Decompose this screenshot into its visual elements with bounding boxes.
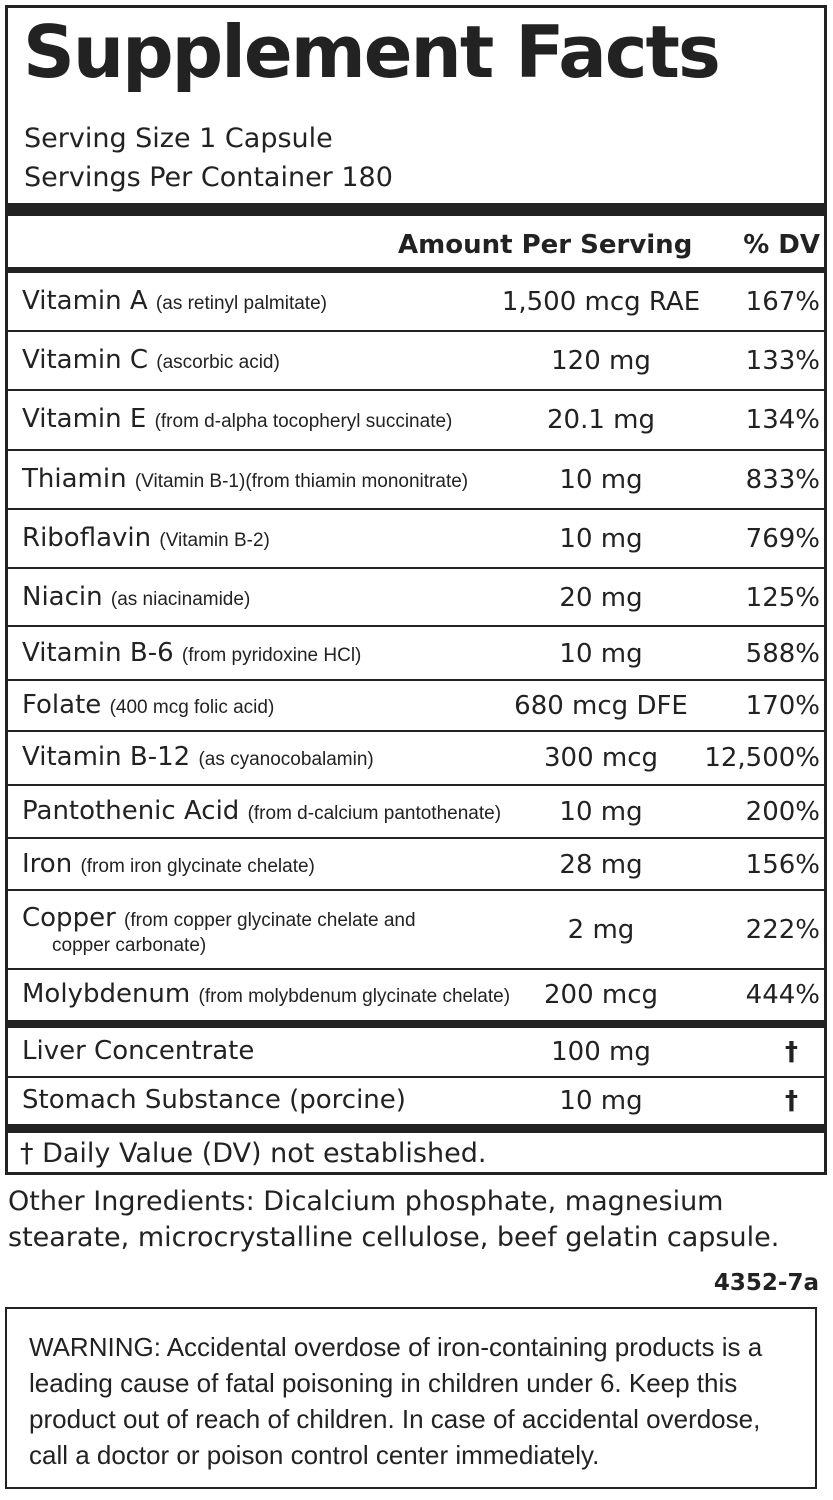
nutrient-name: Vitamin E (from d-alpha tocopheryl succi… [22,404,453,435]
warning-text: WARNING: Accidental overdose of iron-con… [29,1332,763,1470]
row-divider [8,837,824,839]
nutrient-row: Vitamin C (ascorbic acid) 120 mg 133% [8,332,824,389]
nutrient-amount: 10 mg [559,796,643,827]
nutrient-name: Liver Concentrate [22,1036,255,1067]
nutrient-dv: 156% [745,849,820,880]
nutrient-dv: 769% [745,523,820,554]
nutrient-amount: 680 mcg DFE [514,691,688,721]
nutrient-amount: 28 mg [559,849,643,880]
nutrient-amount: 20.1 mg [547,405,655,435]
nutrient-amount: 1,500 mcg RAE [501,287,701,317]
supplement-facts-panel: Supplement Facts Serving Size 1 Capsule … [5,5,827,1175]
nutrient-name: Vitamin B-6 (from pyridoxine HCl) [22,637,362,668]
nutrient-row: Niacin (as niacinamide) 20 mg 125% [8,569,824,626]
nutrient-dv: 588% [745,638,820,669]
nutrient-name: Vitamin B-12 (as cyanocobalamin) [22,742,374,773]
row-divider [8,1076,824,1078]
nutrient-name: Stomach Substance (porcine) [22,1085,406,1116]
serving-size: Serving Size 1 Capsule [24,123,333,154]
row-divider [8,330,824,332]
nutrient-row: Vitamin A (as retinyl palmitate) 1,500 m… [8,273,824,331]
nutrient-dv: 125% [745,582,820,613]
nutrient-dv: 833% [745,465,820,495]
nutrient-amount: 10 mg [559,523,643,554]
other-nutrient-row: Stomach Substance (porcine) 10 mg † [8,1078,824,1124]
nutrient-name: Niacin (as niacinamide) [22,581,251,612]
nutrient-amount: 200 mcg [543,980,659,1010]
nutrient-dv: 12,500% [704,743,820,773]
warning-box: WARNING: Accidental overdose of iron-con… [5,1307,817,1489]
nutrient-name: Copper (from copper glycinate chelate an… [22,902,416,956]
row-divider [8,567,824,569]
other-nutrient-row: Liver Concentrate 100 mg † [8,1028,824,1076]
nutrient-row: Riboflavin (Vitamin B-2) 10 mg 769% [8,510,824,567]
nutrient-row: Molybdenum (from molybdenum glycinate ch… [8,970,824,1020]
nutrient-dv: † [785,1037,798,1067]
row-divider [8,968,824,970]
nutrient-amount: 2 mg [567,914,635,945]
nutrient-amount: 10 mg [559,1086,643,1116]
nutrient-name: Iron (from iron glycinate chelate) [22,848,315,879]
nutrient-name: Molybdenum (from molybdenum glycinate ch… [22,979,511,1010]
thick-divider-top [8,203,824,216]
nutrient-dv: 444% [745,980,820,1010]
nutrient-dv: 170% [745,691,820,721]
nutrient-amount: 10 mg [559,465,643,495]
nutrient-row: Copper (from copper glycinate chelate an… [8,891,824,968]
nutrient-row: Folate (400 mcg folic acid) 680 mcg DFE … [8,681,824,731]
nutrient-dv: 167% [745,287,820,317]
panel-title: Supplement Facts [23,10,721,94]
nutrient-name: Riboflavin (Vitamin B-2) [22,522,270,553]
nutrient-row: Thiamin (Vitamin B-1)(from thiamin monon… [8,451,824,509]
nutrient-amount: 100 mg [551,1037,651,1067]
row-divider [8,625,824,627]
row-divider [8,889,824,891]
dv-header: % DV [743,230,820,260]
nutrient-row: Vitamin B-12 (as cyanocobalamin) 300 mcg… [8,732,824,784]
row-divider [8,449,824,451]
nutrient-row: Vitamin E (from d-alpha tocopheryl succi… [8,391,824,449]
nutrient-dv: 134% [745,405,820,435]
row-divider [8,730,824,732]
nutrient-row: Vitamin B-6 (from pyridoxine HCl) 10 mg … [8,627,824,680]
nutrient-dv: 222% [745,914,820,945]
nutrient-name: Vitamin A (as retinyl palmitate) [22,286,327,317]
nutrient-amount: 300 mcg [543,743,659,773]
servings-per-container: Servings Per Container 180 [24,162,393,193]
nutrient-dv: 200% [745,796,820,827]
header-divider [8,267,824,273]
nutrient-name: Thiamin (Vitamin B-1)(from thiamin monon… [22,464,469,495]
product-code: 4352-7a [713,1270,819,1296]
nutrient-dv: † [785,1086,798,1116]
amount-per-serving-header: Amount Per Serving [398,230,693,260]
dv-footnote: † Daily Value (DV) not established. [20,1138,487,1169]
nutrient-name: Vitamin C (ascorbic acid) [22,344,280,375]
row-divider [8,784,824,786]
nutrient-amount: 20 mg [559,582,643,613]
nutrient-row: Pantothenic Acid (from d-calcium pantoth… [8,786,824,837]
nutrient-dv: 133% [745,345,820,376]
thick-divider-bottom [8,1124,824,1133]
nutrient-row: Iron (from iron glycinate chelate) 28 mg… [8,839,824,890]
nutrient-amount: 10 mg [559,638,643,669]
row-divider [8,508,824,510]
nutrient-name: Folate (400 mcg folic acid) [22,690,275,721]
nutrient-amount: 120 mg [551,345,651,376]
nutrient-name: Pantothenic Acid (from d-calcium pantoth… [22,795,502,826]
thick-divider-middle [8,1020,824,1028]
other-ingredients: Other Ingredients: Dicalcium phosphate, … [8,1186,780,1253]
row-divider [8,389,824,391]
row-divider [8,679,824,681]
